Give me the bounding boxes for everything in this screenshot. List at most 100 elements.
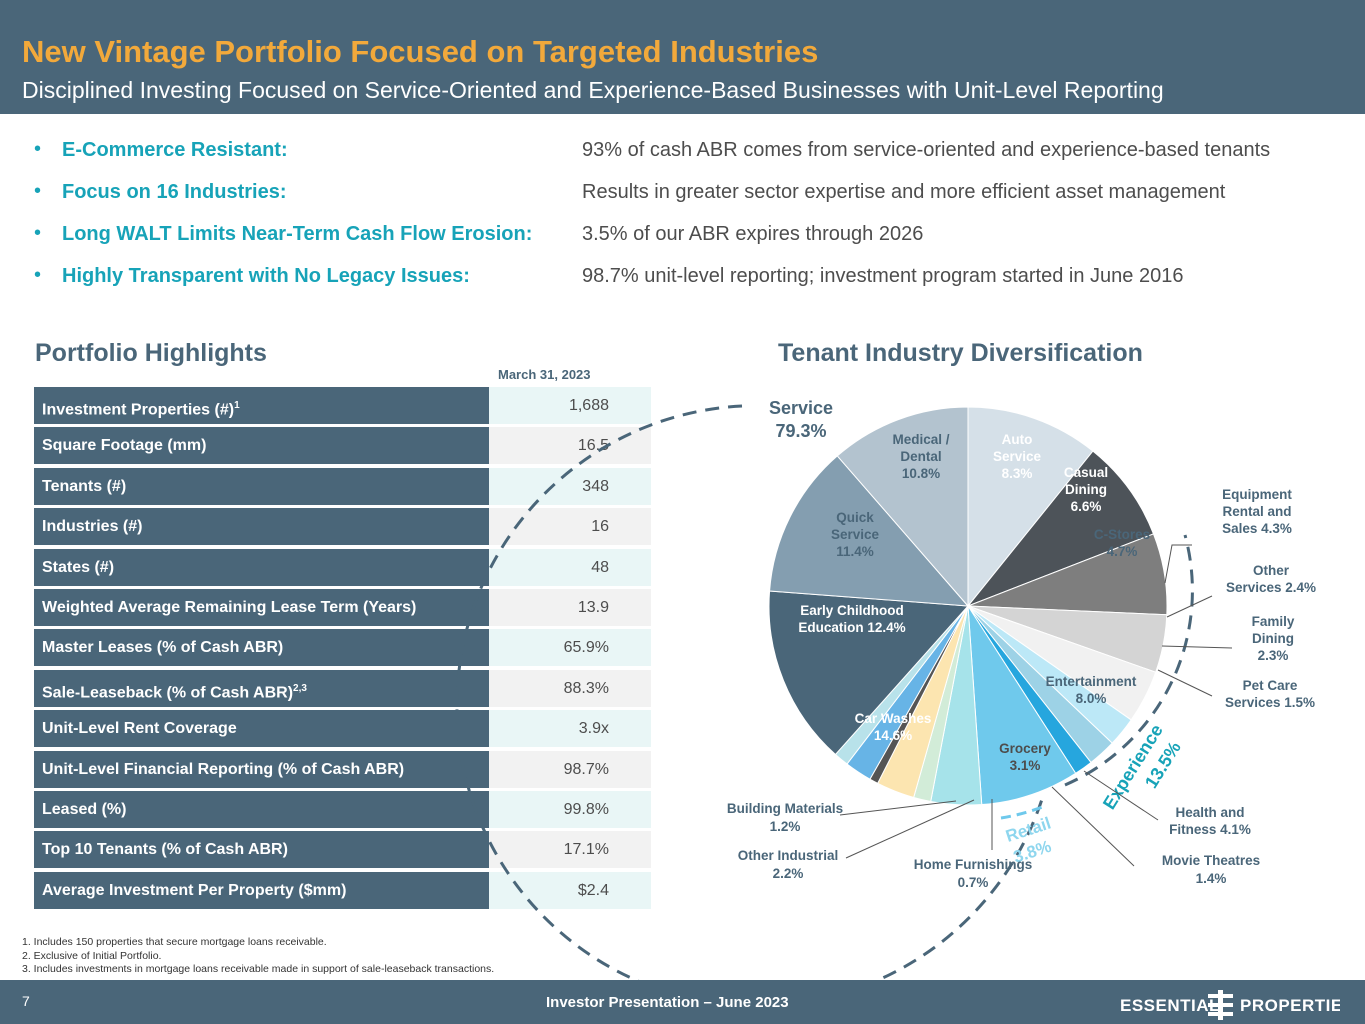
table-row: States (#) 48 xyxy=(34,548,651,586)
row-value: 16.5 xyxy=(489,427,651,465)
leader-equipment xyxy=(1164,544,1192,584)
table-row: Unit-Level Financial Reporting (% of Cas… xyxy=(34,750,651,788)
table-row: Average Investment Per Property ($mm) $2.… xyxy=(34,871,651,909)
row-footnote-ref: 2,3 xyxy=(293,682,307,694)
value-carwashes: 14.6% xyxy=(874,728,912,743)
row-value: 99.8% xyxy=(489,791,651,828)
logo-mark-icon xyxy=(1208,990,1233,1020)
label-health-2: Fitness 4.1% xyxy=(1169,822,1251,837)
bullet-dot: • xyxy=(34,138,42,160)
label-quick: Quick xyxy=(836,510,874,525)
logo-text-right: PROPERTIES xyxy=(1240,996,1340,1015)
row-label: Investment Properties (#)1 xyxy=(34,387,489,424)
row-label: Tenants (#) xyxy=(34,467,489,505)
pie-slice-quick-service xyxy=(836,406,969,608)
leader-family-dining xyxy=(1161,645,1233,649)
table-row: Leased (%) 99.8% xyxy=(34,791,651,828)
value-auto: 8.3% xyxy=(1002,466,1033,481)
row-label: Unit-Level Financial Reporting (% of Cas… xyxy=(34,750,489,788)
label-quick-service: Service xyxy=(831,527,880,542)
value-cstores: 4.7% xyxy=(1107,544,1138,559)
page-subtitle: Disciplined Investing Focused on Service… xyxy=(22,77,1164,103)
row-value: 3.9x xyxy=(489,710,651,748)
label-casual: Casual xyxy=(1064,465,1108,480)
label-grocery: Grocery xyxy=(999,741,1051,756)
bullet-desc: 93% of cash ABR comes from service-orien… xyxy=(582,139,1271,161)
label-education: Education 12.4% xyxy=(798,620,905,635)
row-footnote-ref: 1 xyxy=(234,400,240,411)
leader-pet-care xyxy=(1157,669,1213,697)
row-label: States (#) xyxy=(34,548,489,586)
footer-title: Investor Presentation – June 2023 xyxy=(546,994,789,1011)
footnote-2: 2. Exclusive of Initial Portfolio. xyxy=(22,949,162,962)
bullet-item: • Long WALT Limits Near-Term Cash Flow E… xyxy=(0,222,1365,248)
row-value: 65.9% xyxy=(489,629,651,667)
page-title: New Vintage Portfolio Focused on Targete… xyxy=(22,34,819,69)
label-building: Building Materials xyxy=(727,801,843,816)
table-row: Unit-Level Rent Coverage 3.9x xyxy=(34,710,651,748)
table-row: Square Footage (mm) 16.5 xyxy=(34,427,651,465)
table-row: Industries (#) 16 xyxy=(34,508,651,546)
label-pet-2: Services 1.5% xyxy=(1225,695,1315,710)
table-row: Tenants (#) 348 xyxy=(34,467,651,505)
row-label: Weighted Average Remaining Lease Term (Y… xyxy=(34,589,489,626)
bullet-item: • Focus on 16 Industries: Results in gre… xyxy=(0,180,1365,206)
group-value-service: 79.3% xyxy=(775,421,826,441)
retail-group-arc xyxy=(1000,804,1046,820)
footer-bar: 7 Investor Presentation – June 2023 ESSE… xyxy=(0,980,1365,1024)
row-label-text: Average Investment Per Property ($mm) xyxy=(42,881,347,899)
logo-text-left: ESSENTIAL xyxy=(1120,996,1220,1015)
header-bar: New Vintage Portfolio Focused on Targete… xyxy=(0,0,1365,114)
row-label: Leased (%) xyxy=(34,791,489,828)
highlights-title: Portfolio Highlights xyxy=(35,339,267,367)
value-casual: 6.6% xyxy=(1071,499,1102,514)
row-label-text: Investment Properties (#) xyxy=(42,401,235,419)
highlights-date: March 31, 2023 xyxy=(498,367,591,382)
label-other-1: Other xyxy=(1253,563,1290,578)
row-value: 13.9 xyxy=(489,589,651,626)
bullet-dot: • xyxy=(34,222,42,244)
bullet-label: E-Commerce Resistant: xyxy=(62,139,288,161)
pie-slice-car-washes xyxy=(768,590,970,756)
page-number: 7 xyxy=(22,993,30,1009)
table-row: Master Leases (% of Cash ABR) 65.9% xyxy=(34,629,651,667)
label-auto: Auto xyxy=(1002,432,1033,447)
row-value: 1,688 xyxy=(489,387,651,424)
value-medical: 10.8% xyxy=(902,466,940,481)
pie-slice-early-childhood-education xyxy=(769,455,970,607)
pie-slice-medical-dental xyxy=(967,406,1094,608)
label-health-1: Health and xyxy=(1175,805,1244,820)
row-label-text: Weighted Average Remaining Lease Term (Y… xyxy=(42,599,417,616)
value-movie: 1.4% xyxy=(1196,871,1227,886)
leader-lines xyxy=(839,544,1233,867)
service-group-arc xyxy=(455,404,1045,1008)
pie-slices xyxy=(768,406,1168,806)
label-early: Early Childhood xyxy=(800,603,904,618)
value-grocery: 3.1% xyxy=(1010,758,1041,773)
row-label-text: Unit-Level Financial Reporting (% of Cas… xyxy=(42,760,405,778)
row-label-text: Top 10 Tenants (% of Cash ABR) xyxy=(42,841,288,859)
bullet-dot: • xyxy=(34,180,42,202)
value-family: 2.3% xyxy=(1258,648,1289,663)
row-value: $2.4 xyxy=(489,871,651,909)
essential-properties-logo: ESSENTIAL PROPERTIES xyxy=(1120,990,1340,1020)
label-carwashes: Car Washes xyxy=(855,711,932,726)
row-label-text: Square Footage (mm) xyxy=(42,437,207,455)
footnote-1: 1. Includes 150 properties that secure m… xyxy=(22,936,327,948)
row-label: Industries (#) xyxy=(34,508,489,546)
row-value: 348 xyxy=(489,467,651,505)
label-equip-2: Rental and xyxy=(1222,504,1291,519)
label-equip-3: Sales 4.3% xyxy=(1222,521,1292,536)
leader-other-industrial xyxy=(845,799,975,859)
row-label: Unit-Level Rent Coverage xyxy=(34,710,489,748)
label-entertainment: Entertainment xyxy=(1046,674,1137,689)
label-other-2: Services 2.4% xyxy=(1226,580,1316,595)
label-other-industrial: Other Industrial xyxy=(738,848,839,863)
row-label-text: Leased (%) xyxy=(42,801,127,818)
label-auto-service: Service xyxy=(993,449,1042,464)
bullet-item: • E-Commerce Resistant: 93% of cash ABR … xyxy=(0,138,1365,164)
row-label: Top 10 Tenants (% of Cash ABR) xyxy=(34,831,489,869)
table-row: Weighted Average Remaining Lease Term (Y… xyxy=(34,589,651,626)
leader-other-services xyxy=(1166,595,1213,618)
